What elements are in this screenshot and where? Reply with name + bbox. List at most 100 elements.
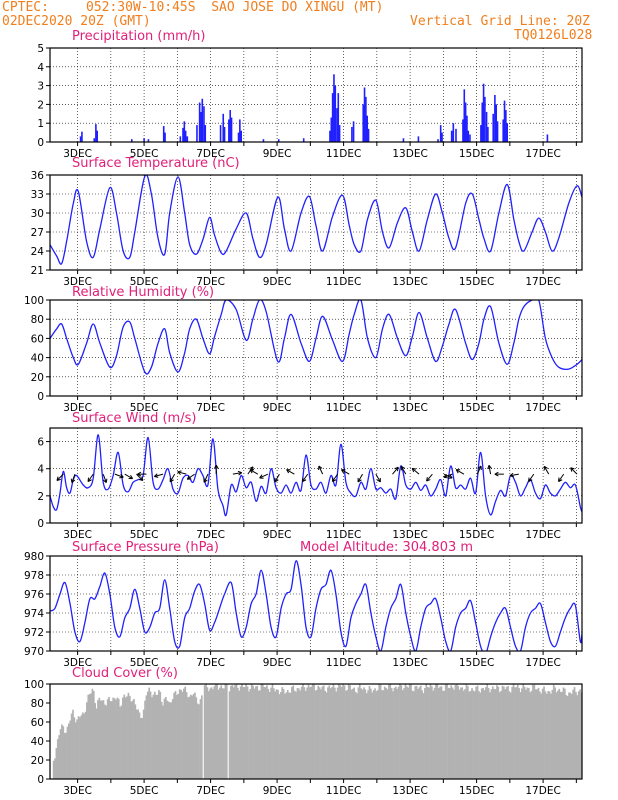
rh-ytick-label-5: 100: [24, 295, 44, 307]
precip-bar-24: [228, 119, 230, 142]
cloud-bar-56: [127, 692, 130, 779]
cloud-bar-69: [145, 695, 148, 779]
temp-ytick-label-0: 21: [31, 265, 44, 277]
cloud-bar-324: [498, 692, 501, 779]
precip-bar-45: [365, 96, 367, 142]
cloud-bar-135: [237, 687, 239, 779]
cloud-bar-379: [575, 691, 577, 779]
cloud-bar-266: [418, 687, 421, 779]
pressure-series-line: [50, 560, 582, 651]
precip-bar-8: [162, 126, 165, 142]
wind-xtick-label-5: 13DEC: [392, 529, 427, 541]
cloud-bar-89: [173, 692, 175, 779]
precip-bar-44: [363, 87, 366, 142]
cloud-bar-86: [169, 702, 171, 779]
cloud-bar-229: [367, 690, 369, 779]
run-time-label: 02DEC2020 20Z (GMT): [2, 14, 151, 29]
cloud-bar-119: [214, 684, 217, 779]
cloud-bar-308: [476, 685, 479, 779]
cloud-bar-67: [142, 709, 145, 779]
precip-bar-11: [182, 127, 184, 142]
rh-title: Relative Humidity (%): [72, 285, 214, 300]
cloud-bar-26: [86, 702, 88, 779]
pressure-xtick-label-7: 17DEC: [525, 657, 560, 669]
precip-bar-68: [492, 113, 495, 142]
cloud-bar-250: [396, 688, 399, 779]
wind-arrow-38: [543, 465, 550, 475]
cloud-bar-215: [347, 684, 350, 779]
cloud-bar-75: [153, 691, 156, 779]
cloud-bar-143: [248, 691, 250, 779]
precip-bar-63: [481, 102, 484, 142]
cloud-bar-325: [500, 690, 502, 779]
precip-bar-39: [337, 93, 340, 142]
cloud-bar-7: [59, 729, 62, 779]
cloud-bar-35: [98, 697, 101, 779]
cloud-bar-173: [289, 692, 292, 779]
cloud-bar-142: [246, 686, 249, 779]
cloud-bar-282: [440, 686, 443, 779]
cloud-bar-285: [444, 684, 447, 779]
cloud-bar-219: [353, 687, 356, 779]
cloud-bar-103: [192, 694, 195, 779]
cloud-bar-372: [565, 695, 568, 779]
cloud-bar-322: [496, 685, 498, 779]
cloud-bar-350: [534, 689, 537, 779]
wind-arrow-9: [169, 473, 176, 483]
wind-arrow-8: [154, 473, 164, 478]
cloud-bar-175: [292, 685, 295, 779]
cloud-bar-216: [349, 685, 351, 779]
cloud-bar-314: [485, 687, 487, 779]
wind-arrow-21: [318, 465, 324, 475]
cloud-bar-126: [224, 684, 227, 779]
cloud-bar-107: [198, 704, 200, 779]
cloud-bar-320: [493, 688, 496, 779]
precip-ytick-label-5: 5: [37, 43, 44, 55]
temp-ytick-label-3: 30: [31, 208, 44, 220]
cloud-ytick-label-3: 60: [31, 717, 44, 729]
cloud-bar-374: [568, 692, 570, 779]
cloud-bar-273: [428, 687, 430, 779]
cloud-xtick-label-1: 5DEC: [130, 785, 159, 797]
cloud-bar-231: [370, 688, 372, 779]
model-code-label: TQ0126L028: [514, 28, 593, 43]
cloud-bar-248: [393, 687, 396, 779]
cloud-bar-201: [328, 685, 331, 779]
cloud-bar-34: [97, 700, 99, 779]
cloud-bar-183: [303, 687, 306, 779]
cloud-bar-24: [83, 713, 85, 779]
precip-xtick-label-6: 15DEC: [459, 148, 494, 160]
precip-bar-62: [480, 125, 482, 142]
cloud-bar-145: [250, 684, 253, 779]
cloud-bar-62: [135, 709, 138, 779]
precip-xtick-label-3: 9DEC: [263, 148, 292, 160]
cloud-bar-77: [156, 694, 159, 779]
cloud-bar-48: [116, 697, 119, 779]
cloud-bar-284: [443, 690, 446, 779]
wind-arrow-14: [232, 470, 243, 476]
cloud-bar-150: [257, 690, 260, 779]
cloud-bar-209: [339, 685, 342, 779]
cloud-bar-132: [232, 687, 235, 779]
precip-bar-0: [79, 136, 82, 142]
temp-xtick-label-4: 11DEC: [326, 276, 361, 288]
temp-ytick-label-4: 33: [31, 189, 44, 201]
cloud-ytick-label-2: 40: [31, 736, 44, 748]
cloud-bar-139: [242, 687, 245, 779]
cloud-bar-228: [365, 693, 368, 779]
cloud-bar-19: [76, 719, 79, 779]
cloud-bar-170: [285, 692, 288, 779]
cloud-ytick-label-5: 100: [24, 679, 44, 691]
cloud-bar-16: [72, 709, 74, 779]
precip-xtick-label-2: 7DEC: [196, 148, 225, 160]
cloud-bar-102: [191, 695, 193, 779]
cloud-bar-277: [433, 687, 436, 779]
precip-bar-58: [464, 102, 467, 142]
cloud-bar-242: [385, 687, 387, 779]
cloud-bar-272: [426, 687, 429, 779]
cloud-bar-160: [271, 684, 274, 779]
cloud-bar-174: [291, 686, 293, 779]
precip-ytick-label-0: 0: [37, 137, 44, 149]
cloud-bar-81: [162, 705, 164, 779]
